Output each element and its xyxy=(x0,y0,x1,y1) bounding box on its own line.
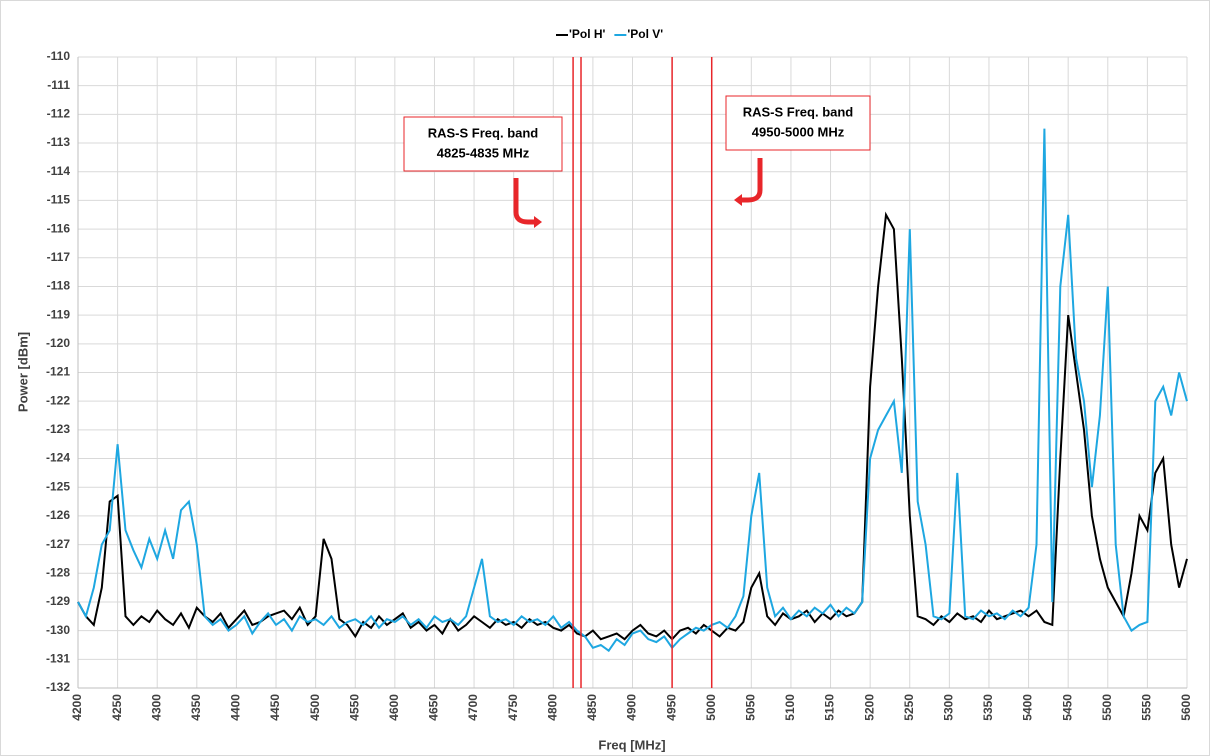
y-tick-label: -123 xyxy=(46,422,70,436)
x-tick-label: 4750 xyxy=(506,694,520,721)
x-tick-label: 4550 xyxy=(347,694,361,721)
x-tick-label: 4300 xyxy=(149,694,163,721)
x-tick-label: 5500 xyxy=(1100,694,1114,721)
x-tick-label: 5350 xyxy=(981,694,995,721)
y-tick-label: -110 xyxy=(47,49,71,63)
x-tick-label: 4350 xyxy=(189,694,203,721)
y-axis-label: Power [dBm] xyxy=(15,332,30,412)
y-tick-label: -120 xyxy=(46,336,70,350)
y-tick-label: -115 xyxy=(47,193,71,207)
y-tick-label: -118 xyxy=(47,279,71,293)
x-tick-label: 4600 xyxy=(387,694,401,721)
y-tick-label: -112 xyxy=(47,107,71,121)
annotation-box xyxy=(403,116,563,172)
y-tick-label: -113 xyxy=(47,135,71,149)
x-axis-label: Freq [MHz] xyxy=(598,737,665,752)
series-line xyxy=(77,128,1188,653)
x-tick-label: 4400 xyxy=(229,694,243,721)
x-tick-label: 4250 xyxy=(110,694,124,721)
annotation-text: RAS-S Freq. band xyxy=(428,125,539,140)
x-tick-label: 5450 xyxy=(1060,694,1074,721)
y-tick-label: -132 xyxy=(46,680,70,694)
x-tick-label: 5200 xyxy=(862,694,876,721)
y-tick-label: -126 xyxy=(46,508,70,522)
arrow-head xyxy=(534,216,542,228)
y-tick-label: -117 xyxy=(47,250,71,264)
x-tick-label: 5050 xyxy=(743,694,757,721)
x-tick-label: 5250 xyxy=(902,694,916,721)
y-tick-label: -111 xyxy=(47,78,70,92)
x-tick-label: 4850 xyxy=(585,694,599,721)
legend-label: 'Pol V' xyxy=(627,27,663,41)
y-tick-label: -131 xyxy=(46,651,70,665)
x-tick-label: 5100 xyxy=(783,694,797,721)
y-tick-label: -116 xyxy=(47,221,71,235)
arrow xyxy=(513,178,534,225)
y-tick-label: -129 xyxy=(46,594,70,608)
y-tick-label: -122 xyxy=(46,393,70,407)
y-tick-label: -119 xyxy=(47,307,71,321)
arrow-head xyxy=(734,194,742,206)
annotation-text: RAS-S Freq. band xyxy=(743,104,854,119)
x-tick-label: 5300 xyxy=(942,694,956,721)
x-tick-label: 5150 xyxy=(823,694,837,721)
arrow xyxy=(742,158,763,203)
x-tick-label: 4950 xyxy=(664,694,678,721)
x-tick-label: 4450 xyxy=(268,694,282,721)
x-tick-label: 4200 xyxy=(70,694,84,721)
x-tick-label: 4700 xyxy=(466,694,480,721)
x-tick-label: 4900 xyxy=(625,694,639,721)
x-tick-label: 5000 xyxy=(704,694,718,721)
x-tick-label: 5600 xyxy=(1179,694,1193,721)
y-tick-label: -127 xyxy=(46,537,70,551)
legend-label: 'Pol H' xyxy=(569,27,606,41)
x-tick-label: 4650 xyxy=(427,694,441,721)
annotation-text: 4950-5000 MHz xyxy=(752,124,845,139)
annotation-box xyxy=(725,95,871,151)
y-tick-label: -124 xyxy=(46,451,70,465)
x-tick-label: 4500 xyxy=(308,694,322,721)
annotation-text: 4825-4835 MHz xyxy=(437,145,530,160)
y-tick-label: -121 xyxy=(46,365,70,379)
x-tick-label: 5550 xyxy=(1140,694,1154,721)
y-tick-label: -128 xyxy=(46,565,70,579)
y-tick-label: -114 xyxy=(47,164,71,178)
y-tick-label: -125 xyxy=(46,479,70,493)
x-tick-label: 5400 xyxy=(1021,694,1035,721)
y-tick-label: -130 xyxy=(46,623,70,637)
x-tick-label: 4800 xyxy=(545,694,559,721)
